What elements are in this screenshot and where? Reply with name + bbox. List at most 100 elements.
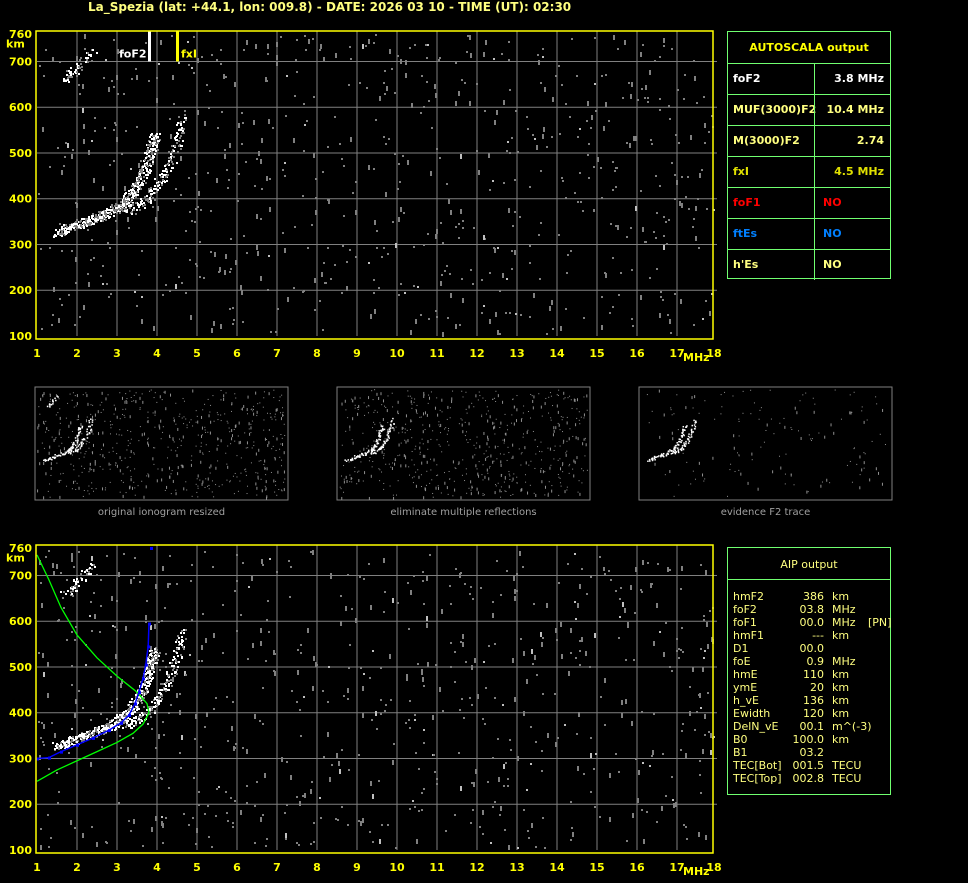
noise-dot	[120, 747, 122, 749]
noise-dot	[444, 270, 446, 272]
noise-dot	[417, 286, 419, 288]
o-trace-point	[78, 735, 80, 737]
noise-dot	[56, 564, 58, 569]
thumb-noise	[371, 445, 373, 447]
x-trace-point	[176, 639, 178, 641]
thumb-noise	[454, 488, 456, 492]
thumb-noise	[231, 402, 233, 406]
noise-dot	[128, 227, 130, 229]
thumb-noise	[570, 399, 572, 401]
thumb-noise	[202, 452, 204, 454]
x-trace-point	[135, 202, 137, 204]
thumb-trace	[674, 449, 676, 452]
thumb-noise	[51, 436, 53, 438]
noise-dot	[308, 39, 310, 44]
thumb-noise	[401, 431, 403, 433]
noise-dot	[313, 841, 315, 843]
thumb-trace	[680, 449, 683, 452]
x-trace-point	[176, 139, 178, 141]
noise-dot	[40, 737, 42, 739]
noise-dot	[121, 153, 123, 155]
thumb-trace	[78, 432, 80, 435]
noise-dot	[53, 571, 55, 576]
noise-dot	[343, 165, 345, 167]
noise-dot	[705, 570, 707, 575]
thumb-noise	[772, 470, 774, 474]
noise-dot	[57, 620, 59, 622]
noise-dot	[406, 676, 408, 681]
noise-dot	[267, 53, 269, 55]
noise-dot	[134, 291, 136, 293]
noise-dot	[665, 221, 667, 223]
noise-dot	[93, 257, 95, 259]
thumb-noise	[162, 426, 164, 428]
noise-dot	[61, 250, 63, 252]
x-trace-point	[185, 117, 187, 119]
noise-dot	[390, 699, 392, 701]
o-trace-point	[138, 696, 140, 698]
noise-dot	[241, 290, 243, 295]
noise-dot	[154, 624, 156, 629]
thumb-noise	[218, 485, 220, 487]
thumb-noise	[552, 433, 554, 437]
thumb-noise	[161, 478, 163, 482]
thumb-noise	[352, 441, 354, 445]
thumb-noise	[389, 485, 391, 487]
aip-key: TEC[Bot]	[733, 759, 782, 772]
aip-key: B1	[733, 746, 748, 759]
thumb-noise	[464, 480, 466, 482]
noise-dot	[436, 229, 438, 234]
noise-dot	[207, 172, 209, 174]
x-trace-point	[139, 716, 141, 718]
noise-dot	[579, 172, 581, 174]
thumb-trace	[367, 449, 370, 452]
thumb-noise	[430, 391, 432, 393]
thumb-noise	[490, 454, 492, 458]
thumbnail-frame	[34, 386, 289, 501]
noise-dot	[593, 768, 595, 770]
o-trace-point	[152, 669, 154, 671]
autoscala-row-6: h'Es NO	[728, 249, 890, 281]
noise-dot	[43, 724, 45, 729]
x-trace-point	[141, 203, 143, 205]
thumb-noise	[691, 396, 693, 400]
noise-dot	[395, 243, 397, 248]
o-trace-point	[102, 211, 104, 213]
o-trace-point	[61, 228, 63, 230]
thumb-trace	[81, 426, 83, 429]
thumb-noise	[280, 489, 282, 491]
thumb-trace	[386, 440, 388, 442]
thumb-trace	[651, 457, 654, 459]
noise-dot	[334, 264, 336, 266]
aip-extra: [PN]	[868, 616, 892, 629]
thumb-noise	[419, 453, 421, 455]
noise-dot	[645, 85, 647, 90]
thumb-noise	[363, 402, 365, 404]
thumb-noise	[97, 410, 99, 414]
thumb-trace	[91, 424, 93, 426]
noise-dot	[398, 217, 400, 222]
thumb-trace	[64, 452, 67, 455]
noise-dot	[348, 769, 350, 771]
x-trace-point	[162, 176, 164, 178]
thumb-noise	[698, 412, 700, 414]
thumb-noise	[559, 467, 561, 471]
thumb-noise	[512, 443, 514, 447]
thumb-noise	[163, 391, 165, 393]
x-trace-point	[176, 648, 178, 650]
thumb-noise	[497, 482, 499, 484]
thumb-noise	[385, 463, 387, 465]
thumb-noise	[492, 398, 494, 400]
thumb-noise	[354, 466, 356, 468]
o-trace-point	[86, 225, 88, 227]
noise-dot	[400, 207, 402, 212]
thumb-noise	[73, 469, 75, 471]
noise-dot	[473, 227, 475, 229]
noise-dot	[381, 824, 383, 826]
thumb-noise	[70, 421, 72, 425]
thumb-noise	[138, 440, 140, 442]
thumb-noise	[191, 495, 193, 497]
noise-dot	[346, 261, 348, 263]
thumb-trace	[374, 449, 376, 452]
recon-trace-point	[138, 691, 141, 695]
